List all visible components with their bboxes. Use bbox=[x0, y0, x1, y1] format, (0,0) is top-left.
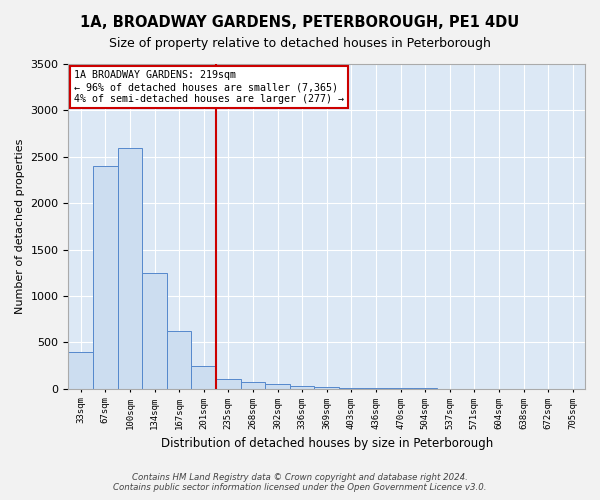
Bar bbox=[118, 148, 142, 389]
Text: Size of property relative to detached houses in Peterborough: Size of property relative to detached ho… bbox=[109, 38, 491, 51]
Bar bbox=[314, 388, 339, 389]
Bar bbox=[216, 380, 241, 389]
Bar bbox=[167, 331, 191, 389]
Text: Contains HM Land Registry data © Crown copyright and database right 2024.
Contai: Contains HM Land Registry data © Crown c… bbox=[113, 473, 487, 492]
Bar bbox=[241, 382, 265, 389]
Text: 1A, BROADWAY GARDENS, PETERBOROUGH, PE1 4DU: 1A, BROADWAY GARDENS, PETERBOROUGH, PE1 … bbox=[80, 15, 520, 30]
Bar bbox=[191, 366, 216, 389]
X-axis label: Distribution of detached houses by size in Peterborough: Distribution of detached houses by size … bbox=[161, 437, 493, 450]
Bar bbox=[339, 388, 364, 389]
Bar bbox=[265, 384, 290, 389]
Bar bbox=[93, 166, 118, 389]
Y-axis label: Number of detached properties: Number of detached properties bbox=[15, 138, 25, 314]
Text: 1A BROADWAY GARDENS: 219sqm
← 96% of detached houses are smaller (7,365)
4% of s: 1A BROADWAY GARDENS: 219sqm ← 96% of det… bbox=[74, 70, 344, 104]
Bar bbox=[142, 273, 167, 389]
Bar bbox=[290, 386, 314, 389]
Bar bbox=[68, 352, 93, 389]
